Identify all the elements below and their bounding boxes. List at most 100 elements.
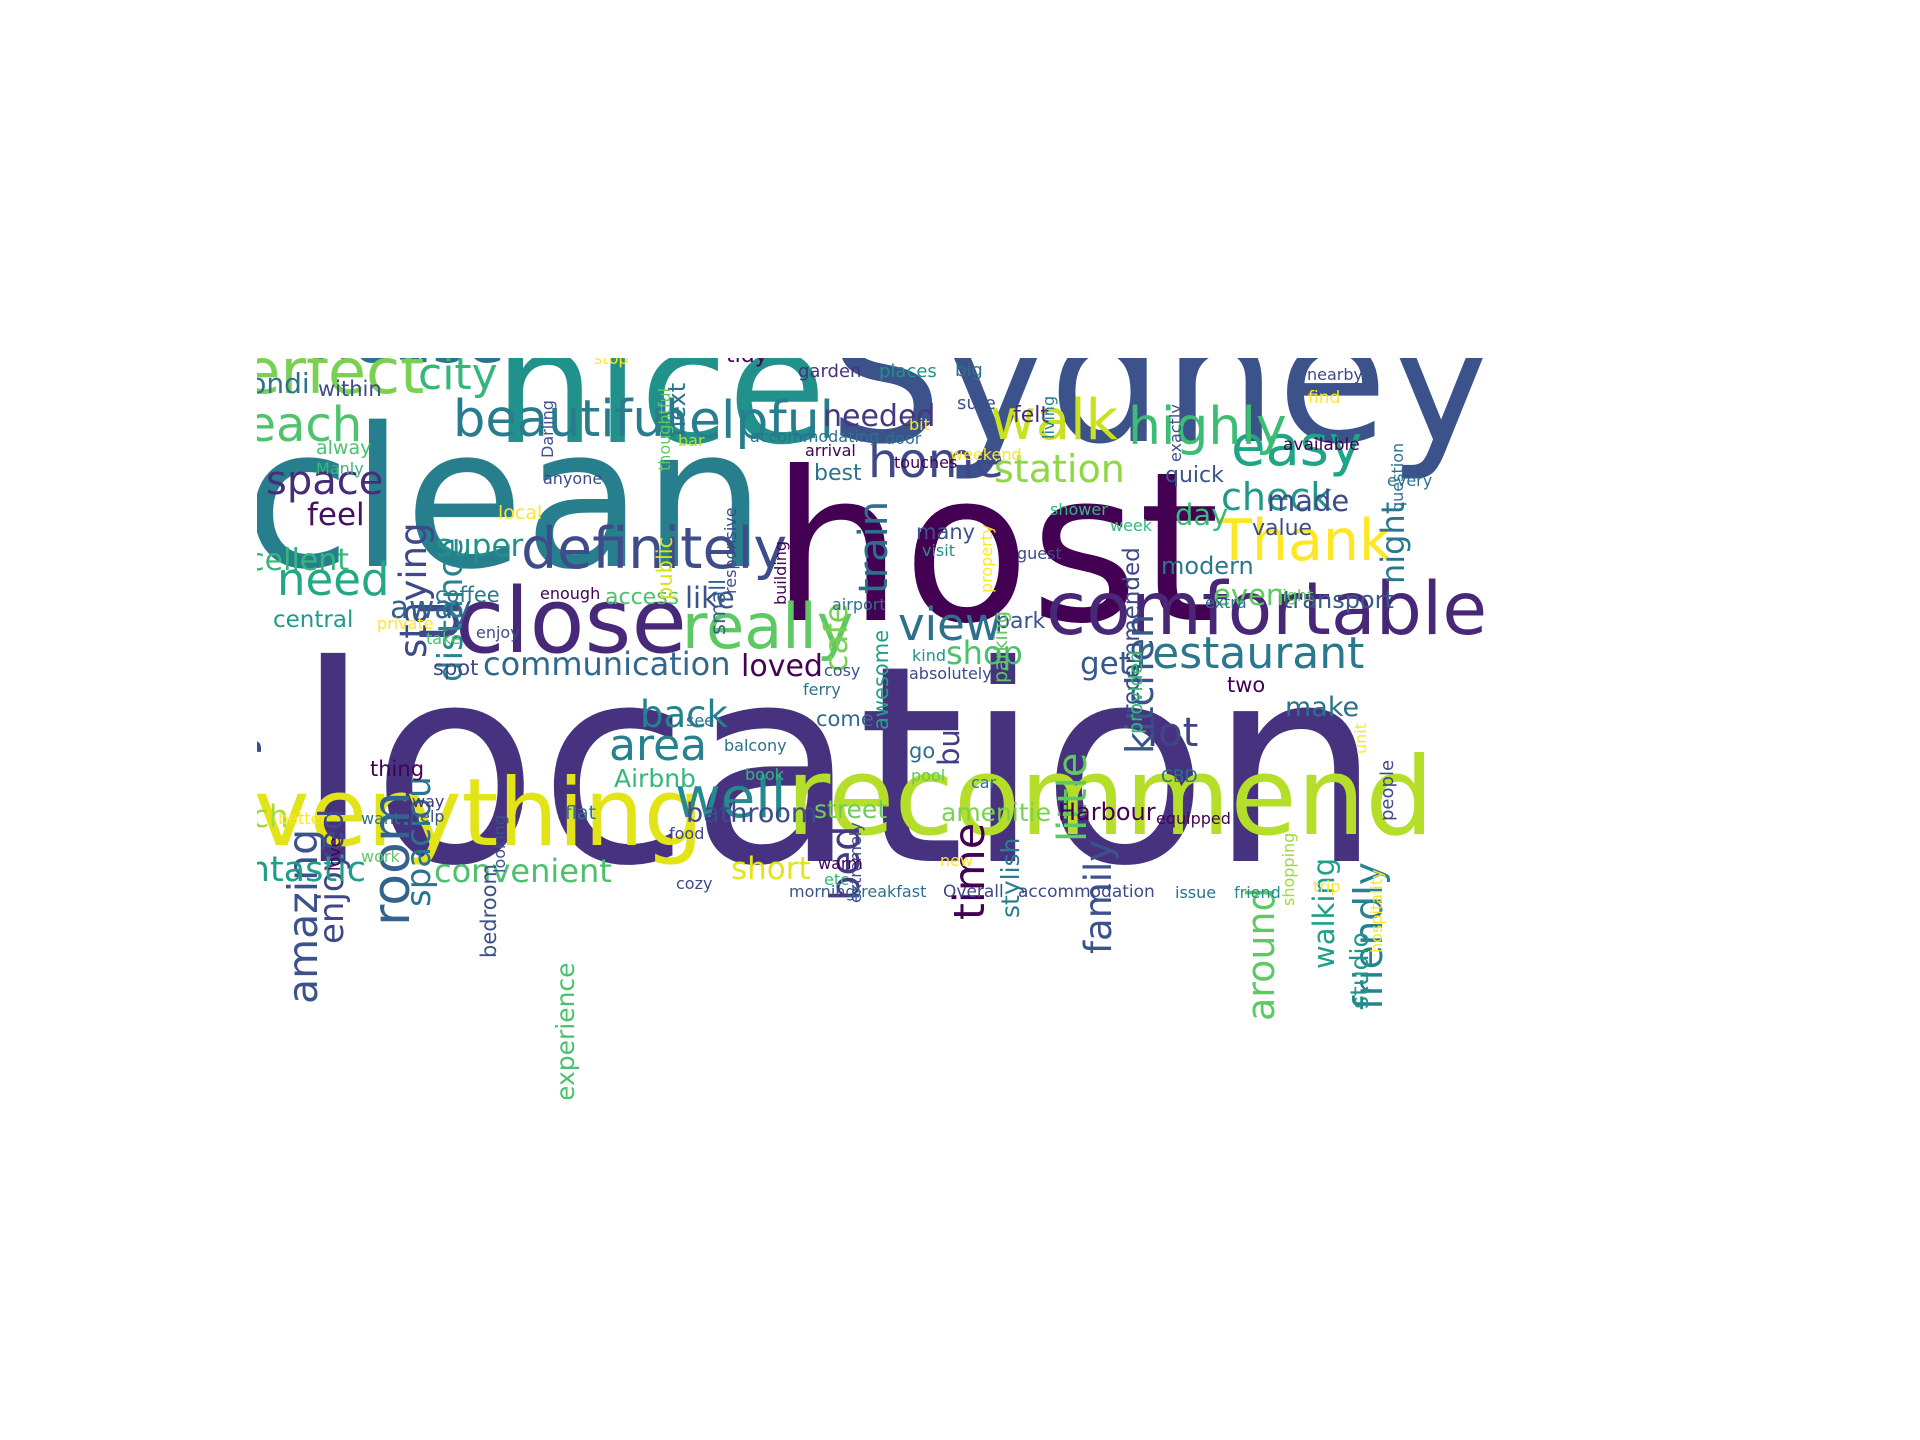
cloud-word-stylish: stylish — [996, 837, 1025, 918]
cloud-word-better: better — [278, 809, 327, 828]
cloud-word-highly: highly — [1128, 397, 1287, 457]
cloud-word-building: building — [771, 540, 790, 605]
cloud-word-touches: touches — [894, 453, 958, 472]
cloud-word-host: host — [771, 428, 1221, 670]
cloud-word-overall: Overall — [943, 882, 1004, 902]
cloud-word-modern: modern — [1161, 552, 1254, 580]
cloud-word-home: home — [868, 433, 1005, 489]
cloud-word-walk: walk — [990, 388, 1119, 453]
cloud-word-work: work — [361, 847, 400, 866]
cloud-word-restaurant: restaurant — [1135, 628, 1365, 679]
cloud-word-pool: pool — [911, 766, 946, 785]
cloud-word-take: take — [426, 629, 461, 648]
cloud-word-perfect: perfect — [257, 358, 425, 408]
cloud-word-come: come — [816, 707, 874, 731]
cloud-word-shower: shower — [1050, 500, 1108, 519]
cloud-word-people: people — [1377, 759, 1398, 821]
cloud-word-cbd: CBD — [1161, 767, 1198, 787]
cloud-word-book: book — [745, 765, 784, 784]
cloud-word-communication: communication — [483, 645, 731, 683]
cloud-word-within: within — [318, 377, 382, 401]
cloud-word-beach: beach — [257, 397, 363, 453]
cloud-word-shop: shop — [946, 634, 1023, 672]
cloud-word-find: find — [1308, 388, 1341, 408]
cloud-word-thoughtful: thoughtful — [655, 387, 674, 471]
cloud-word-bit: bit — [909, 415, 930, 434]
cloud-word-time: time — [945, 822, 995, 920]
cloud-word-balcony: balcony — [724, 736, 787, 755]
cloud-word-provided: provided — [1125, 650, 1147, 734]
cloud-word-local: local — [498, 502, 543, 524]
cloud-word-door: door — [885, 429, 922, 448]
cloud-word-super: super — [436, 528, 524, 564]
cloud-word-living: living — [1039, 395, 1058, 439]
cloud-word-flat: flat — [565, 802, 597, 824]
cloud-word-places: places — [879, 361, 937, 382]
cloud-word-make: make — [1285, 692, 1360, 723]
cloud-word-space: space — [266, 458, 384, 504]
cloud-word-big: big — [955, 360, 983, 381]
cloud-word-enough: enough — [540, 584, 601, 603]
cloud-word-night: night — [1374, 501, 1412, 584]
cloud-word-street: street — [814, 795, 888, 824]
cloud-word-around: around — [1239, 887, 1283, 1021]
cloud-word-friend: friend — [1234, 883, 1281, 902]
cloud-word-easy: easy — [1231, 414, 1363, 479]
cloud-word-back: back — [640, 693, 728, 736]
cloud-word-exactly: exactly — [1166, 404, 1185, 462]
cloud-word-really: really — [682, 590, 854, 663]
cloud-word-kind: kind — [912, 646, 947, 665]
cloud-word-public: public — [653, 536, 677, 600]
cloud-word-access: access — [605, 585, 680, 610]
cloud-word-cosy: cosy — [824, 661, 861, 680]
cloud-word-awesome: awesome — [869, 629, 893, 730]
cloud-word-lot: lot — [1147, 710, 1199, 756]
cloud-word-well: well — [675, 766, 787, 831]
cloud-word-cozy: cozy — [676, 874, 713, 893]
cloud-word-every: every — [1387, 471, 1433, 490]
cloud-word-thank: Thank — [1217, 508, 1393, 574]
cloud-word-arrival: arrival — [805, 441, 856, 460]
cloud-word-available: available — [1283, 435, 1360, 455]
cloud-word-loved: loved — [741, 649, 823, 684]
cloud-word-thing: thing — [370, 757, 425, 781]
cloud-word-trip: trip — [1313, 877, 1341, 896]
cloud-word-looking: looking — [490, 814, 509, 873]
cloud-word-value: value — [1252, 516, 1313, 541]
cloud-word-amenitie: amenitie — [941, 798, 1051, 827]
cloud-word-accommodating: accommodating — [750, 427, 880, 446]
cloud-word-responsive: responsive — [721, 507, 740, 594]
cloud-word-short: short — [731, 851, 811, 887]
cloud-word-walking: walking — [1307, 857, 1341, 969]
cloud-word-spot: spot — [433, 656, 479, 680]
cloud-word-warm: warm — [818, 854, 863, 873]
cloud-word-ferry: ferry — [803, 680, 841, 699]
cloud-word-comfortable: comfortable — [1046, 567, 1488, 652]
cloud-word-garden: garden — [798, 361, 862, 382]
cloud-word-central: central — [273, 607, 354, 633]
cloud-word-helpful: helpful — [656, 391, 835, 451]
cloud-word-experience: experience — [551, 962, 580, 1099]
cloud-word-bar: bar — [678, 431, 705, 450]
cloud-word-excellent: excellent — [257, 543, 350, 578]
cloud-word-away: away — [390, 590, 472, 626]
cloud-word-train: train — [851, 500, 897, 594]
cloud-word-absolutely: absolutely — [909, 664, 992, 683]
cloud-word-convenient: convenient — [434, 852, 612, 890]
cloud-word-visit: visit — [922, 541, 955, 560]
cloud-word-weekend: weekend — [950, 445, 1022, 464]
cloud-word-alway: alway — [316, 437, 372, 459]
cloud-word-breakfast: breakfast — [851, 882, 927, 901]
cloud-word-unit: unit — [1351, 723, 1370, 754]
cloud-word-fantastic: fantastic — [257, 850, 367, 890]
cloud-word-food: food — [669, 824, 705, 843]
cloud-word-city: city — [418, 358, 498, 400]
cloud-word-issue: issue — [1175, 883, 1217, 902]
cloud-word-tidy: tidy — [726, 358, 768, 367]
cloud-word-house: house — [312, 358, 505, 373]
cloud-word-new: new — [940, 851, 974, 870]
cloud-word-love: love — [325, 837, 344, 871]
cloud-word-guest: guest — [1017, 544, 1062, 563]
cloud-word-stop: stop — [594, 358, 629, 368]
cloud-word-need: need — [277, 553, 390, 606]
